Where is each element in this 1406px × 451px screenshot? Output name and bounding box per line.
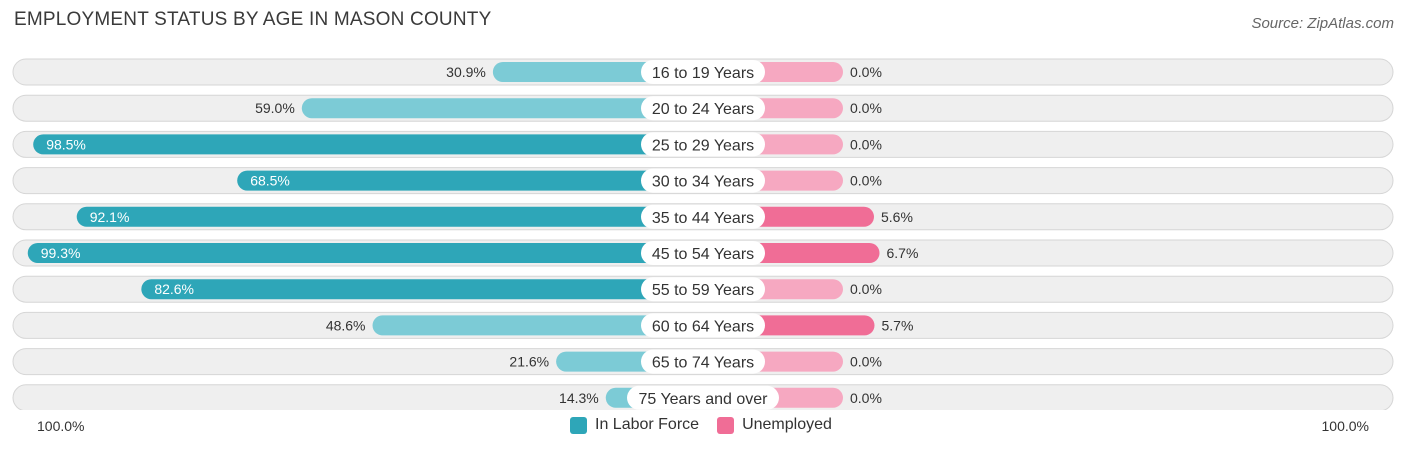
chart-title: EMPLOYMENT STATUS BY AGE IN MASON COUNTY [14, 9, 492, 30]
category-pill-20-to-24-years [641, 96, 765, 121]
legend-item-labor-force: In Labor Force [570, 416, 699, 434]
category-pill-45-to-54-years [641, 241, 765, 265]
value-unemployed-55-to-59-years: 0.0% [850, 281, 882, 297]
legend-swatch-unemployed [717, 416, 735, 434]
category-label-35-to-44-years: 35 to 44 Years [652, 210, 754, 227]
category-pill-30-to-34-years [641, 168, 765, 193]
legend-swatch-labor-force [570, 416, 587, 434]
value-labor-force-65-to-74-years: 21.6% [509, 354, 549, 370]
value-unemployed-25-to-29-years: 0.0% [850, 136, 882, 152]
value-unemployed-75-years-and-over: 0.0% [850, 390, 882, 406]
value-labor-force-75-years-and-over: 14.3% [559, 390, 599, 406]
axis-left-label: 100.0% [37, 418, 85, 434]
bar-labor-force-25-to-29-years [33, 134, 703, 155]
value-unemployed-35-to-44-years: 5.6% [881, 209, 913, 225]
value-labor-force-30-to-34-years: 68.5% [250, 173, 290, 189]
category-pill-65-to-74-years [641, 349, 765, 374]
category-pill-60-to-64-years [641, 313, 765, 338]
category-pill-16-to-19-years [641, 60, 765, 84]
category-label-45-to-54-years: 45 to 54 Years [652, 246, 754, 263]
legend-item-unemployed: Unemployed [717, 416, 832, 434]
axis-right-label: 100.0% [1321, 418, 1369, 434]
category-label-55-to-59-years: 55 to 59 Years [652, 282, 754, 299]
value-labor-force-20-to-24-years: 59.0% [255, 100, 295, 116]
bar-labor-force-45-to-54-years [27, 243, 703, 263]
value-labor-force-45-to-54-years: 99.3% [41, 245, 81, 261]
bar-labor-force-55-to-59-years [141, 279, 703, 300]
category-pill-25-to-29-years [641, 132, 765, 157]
source-note: Source: ZipAtlas.com [1251, 15, 1394, 32]
value-labor-force-16-to-19-years: 30.9% [446, 64, 486, 80]
category-pill-75-years-and-over [627, 385, 779, 410]
value-labor-force-35-to-44-years: 92.1% [90, 209, 130, 225]
value-labor-force-60-to-64-years: 48.6% [326, 317, 366, 333]
legend-label-unemployed: Unemployed [742, 416, 832, 433]
bar-labor-force-35-to-44-years [76, 206, 704, 227]
category-label-20-to-24-years: 20 to 24 Years [652, 101, 754, 118]
chart-canvas: 30.9% 0.0% 16 to 19 Years 59.0% 0.0% 20 to 24… [12, 58, 1394, 410]
legend: In Labor Force Unemployed [570, 416, 850, 434]
value-unemployed-60-to-64-years: 5.7% [882, 317, 914, 333]
category-pill-35-to-44-years [641, 204, 765, 229]
category-label-16-to-19-years: 16 to 19 Years [652, 65, 754, 82]
category-label-30-to-34-years: 30 to 34 Years [652, 174, 754, 191]
legend-label-labor-force: In Labor Force [595, 416, 700, 433]
value-labor-force-55-to-59-years: 82.6% [154, 281, 194, 297]
value-unemployed-20-to-24-years: 0.0% [850, 100, 882, 116]
category-label-75-years-and-over: 75 Years and over [639, 391, 769, 408]
bar-labor-force-20-to-24-years [301, 98, 703, 119]
category-label-60-to-64-years: 60 to 64 Years [652, 318, 754, 335]
category-label-65-to-74-years: 65 to 74 Years [652, 355, 754, 372]
value-unemployed-16-to-19-years: 0.0% [850, 64, 882, 80]
category-pill-55-to-59-years [641, 277, 765, 302]
value-unemployed-65-to-74-years: 0.0% [850, 354, 882, 370]
bar-labor-force-30-to-34-years [237, 170, 703, 191]
value-unemployed-30-to-34-years: 0.0% [850, 173, 882, 189]
category-label-25-to-29-years: 25 to 29 Years [652, 137, 754, 154]
bar-labor-force-60-to-64-years [372, 315, 703, 336]
value-unemployed-45-to-54-years: 6.7% [887, 245, 919, 261]
value-labor-force-25-to-29-years: 98.5% [46, 136, 86, 152]
